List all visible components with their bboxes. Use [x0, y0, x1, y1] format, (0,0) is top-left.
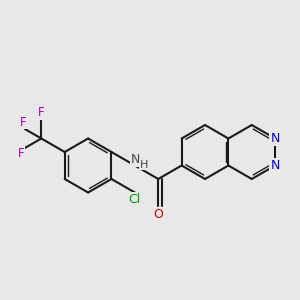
Text: F: F — [18, 147, 24, 161]
Text: Cl: Cl — [129, 193, 141, 206]
Text: F: F — [20, 116, 26, 128]
Text: N: N — [131, 153, 140, 166]
Text: N: N — [271, 132, 280, 145]
Text: N: N — [271, 159, 280, 172]
Text: F: F — [38, 106, 45, 119]
Text: O: O — [153, 208, 163, 220]
Text: H: H — [140, 160, 148, 170]
